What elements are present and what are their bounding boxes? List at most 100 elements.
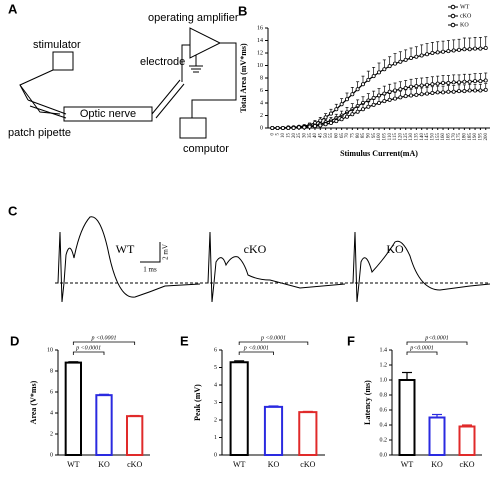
point — [467, 47, 472, 52]
y-tick-label: 8 — [260, 75, 263, 81]
point — [355, 109, 360, 114]
bar — [229, 361, 249, 456]
label: computor — [183, 143, 229, 155]
point — [366, 77, 371, 82]
point — [344, 97, 349, 102]
significance-label: p <0.0001 — [75, 345, 101, 351]
point — [398, 87, 403, 92]
x-tick-label: 115 — [393, 133, 398, 141]
point — [457, 89, 462, 94]
point — [462, 79, 467, 84]
x-tick-label: WT — [233, 460, 246, 469]
x-tick-label: KO — [268, 460, 280, 469]
x-tick-label: 10 — [281, 133, 286, 139]
point — [344, 114, 349, 119]
x-tick-label: 130 — [409, 133, 414, 141]
point — [457, 80, 462, 85]
stimulator-box — [52, 51, 74, 71]
significance-label: p <0.0001 — [260, 335, 286, 341]
point — [328, 121, 333, 126]
y-tick-label: 6 — [50, 389, 53, 395]
panel-label: E — [180, 333, 189, 348]
panel-label: D — [10, 333, 19, 348]
x-tick-label: 200 — [484, 133, 489, 141]
point — [398, 59, 403, 64]
point — [462, 47, 467, 52]
point — [430, 82, 435, 87]
y-tick-label: 8 — [50, 368, 53, 374]
y-tick-label: 16 — [257, 25, 263, 31]
point — [302, 125, 307, 130]
point — [387, 97, 392, 102]
point — [441, 90, 446, 95]
x-tick-label: 20 — [292, 133, 297, 139]
point — [296, 125, 301, 130]
x-tick-label: WT — [67, 460, 80, 469]
point — [334, 107, 339, 112]
amplifier — [189, 27, 222, 59]
y-axis-label: Area (V*ms) — [29, 380, 38, 424]
bar — [428, 416, 446, 456]
y-axis-label: Total Area (mV*ms) — [239, 43, 248, 113]
point — [467, 79, 472, 84]
pipette — [27, 99, 67, 115]
panel-label: C — [8, 203, 18, 218]
legend-marker — [450, 22, 456, 28]
scale-label: 2 mV — [162, 244, 170, 260]
wire — [19, 69, 61, 115]
point — [435, 81, 440, 86]
point — [425, 82, 430, 87]
point — [323, 115, 328, 120]
label: electrode — [140, 56, 185, 68]
point — [435, 90, 440, 95]
x-tick-label: 140 — [420, 133, 425, 141]
x-tick-label: cKO — [459, 460, 474, 469]
x-tick-label: 195 — [479, 133, 484, 141]
y-tick-label: 0 — [50, 452, 53, 458]
point — [446, 89, 451, 94]
y-tick-label: 0.8 — [380, 392, 388, 398]
bar — [398, 379, 416, 456]
point — [414, 92, 419, 97]
x-tick-label: 75 — [350, 133, 355, 139]
x-tick-label: 45 — [318, 133, 323, 139]
scale-bar — [140, 242, 161, 263]
y-tick-label: 0.6 — [380, 407, 388, 413]
computer-box — [179, 117, 207, 139]
bar — [126, 415, 144, 456]
point — [478, 46, 483, 51]
point — [312, 124, 317, 129]
point — [275, 126, 280, 131]
significance-bracket — [406, 351, 438, 355]
x-tick-label: 125 — [404, 133, 409, 141]
x-tick-label: 40 — [313, 133, 318, 139]
x-tick-label: 135 — [414, 133, 419, 141]
point — [387, 89, 392, 94]
point — [467, 88, 472, 93]
y-tick-label: 6 — [214, 347, 217, 353]
point — [462, 89, 467, 94]
bar — [458, 425, 476, 456]
trace — [55, 216, 201, 303]
point — [457, 47, 462, 52]
point — [307, 124, 312, 129]
y-tick-label: 10 — [47, 347, 53, 353]
x-tick-label: 35 — [308, 133, 313, 139]
y-tick-label: 2 — [260, 113, 263, 119]
point — [393, 61, 398, 66]
x-tick-label: 95 — [372, 133, 377, 139]
point — [403, 57, 408, 62]
point — [483, 87, 488, 92]
legend-label: WT — [460, 4, 470, 10]
point — [371, 102, 376, 107]
x-tick-label: 100 — [377, 133, 382, 141]
significance-label: p<0.0001 — [409, 345, 434, 351]
label: patch pipette — [8, 127, 71, 139]
point — [451, 80, 456, 85]
point — [360, 107, 365, 112]
scale-label: 1 ms — [143, 266, 157, 274]
x-tick-label: 70 — [345, 133, 350, 139]
x-tick-label: cKO — [127, 460, 142, 469]
point — [339, 102, 344, 107]
